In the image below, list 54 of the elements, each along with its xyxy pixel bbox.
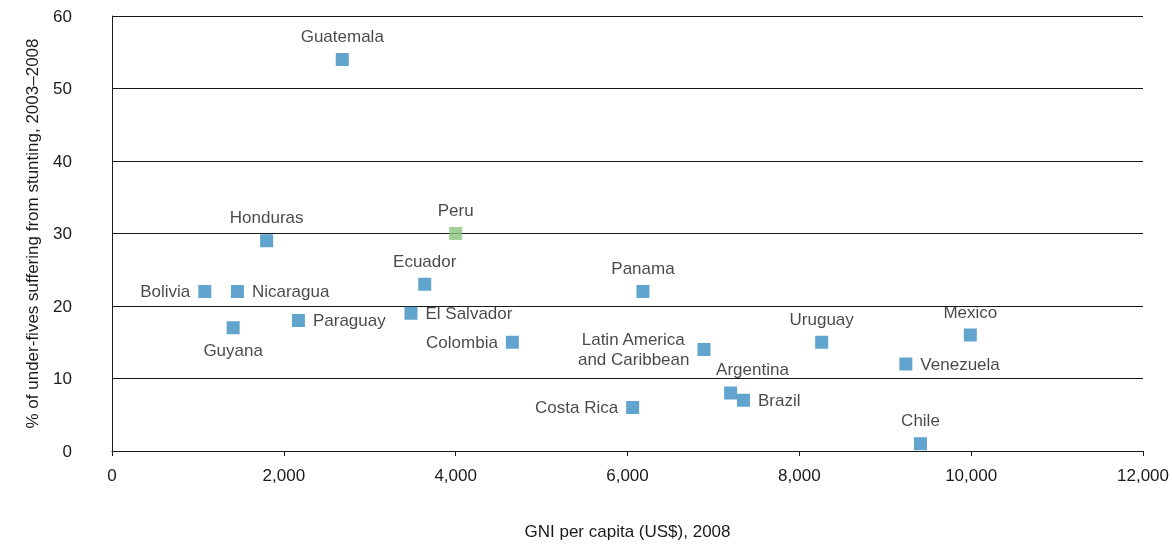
y-tick-label: 20 <box>53 296 72 316</box>
point <box>226 321 240 335</box>
series-label: Venezuela <box>920 354 1001 374</box>
point <box>291 314 305 327</box>
point <box>963 328 977 342</box>
series-label: Guatemala <box>300 27 385 46</box>
series-label: Chile <box>901 411 940 431</box>
series-label: Paraguay <box>312 311 387 330</box>
series-label: El Salvador <box>425 303 513 323</box>
y-tick-label: 50 <box>53 79 72 98</box>
y-tick-label: 10 <box>53 369 72 388</box>
x-tick-label: 10,000 <box>945 466 998 485</box>
point <box>260 234 274 248</box>
series-label: Peru <box>437 201 474 220</box>
point <box>697 343 711 356</box>
point <box>913 437 927 451</box>
x-tick-label: 0 <box>107 466 117 485</box>
point <box>636 285 650 298</box>
series-label: Colombia <box>426 332 499 352</box>
series-label: Mexico <box>943 302 998 322</box>
point <box>724 386 738 400</box>
point <box>335 53 349 66</box>
x-tick-label: 4,000 <box>434 466 477 485</box>
series-label: Panama <box>611 259 676 278</box>
y-tick-label: 30 <box>53 224 72 243</box>
series-label: Honduras <box>229 208 304 228</box>
x-tick-label: 8,000 <box>778 466 821 485</box>
x-tick-label: 12,000 <box>1117 466 1169 485</box>
point <box>230 285 244 298</box>
series-label: Ecuador <box>393 251 457 271</box>
point <box>404 306 418 320</box>
series-label: Bolivia <box>140 282 191 301</box>
y-axis-title: % of under-fives suffering from stunting, 2003–2008 <box>22 38 42 429</box>
series-label: Uruguay <box>789 309 855 329</box>
series-label: Argentina <box>716 359 790 379</box>
series-label: Latin America and Caribbean <box>577 330 690 369</box>
point <box>899 357 913 371</box>
point <box>418 277 432 291</box>
series-label: Nicaragua <box>251 282 330 301</box>
y-tick-label: 40 <box>53 151 72 171</box>
x-tick-label: 2,000 <box>262 466 306 485</box>
series-label: Costa Rica <box>535 398 619 417</box>
series-label: Brazil <box>757 390 801 410</box>
x-axis-title: GNI per capita (US$), 2008 <box>524 522 731 541</box>
point <box>736 393 750 407</box>
series-label: Guyana <box>203 341 264 361</box>
y-tick-label: 0 <box>62 441 72 461</box>
point <box>505 335 519 349</box>
x-tick-label: 6,000 <box>606 466 649 485</box>
point <box>626 401 640 414</box>
point <box>449 227 463 240</box>
point <box>815 335 829 349</box>
y-tick-label: 60 <box>53 6 72 26</box>
point <box>198 285 212 298</box>
